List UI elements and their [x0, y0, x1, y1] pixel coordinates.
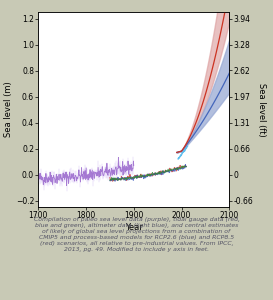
- Y-axis label: Sea level (ft): Sea level (ft): [257, 82, 266, 136]
- X-axis label: Year: Year: [125, 223, 143, 232]
- Y-axis label: Sea level (m): Sea level (m): [4, 82, 13, 137]
- Text: Compilation of paleo sea level data (purple), tidal gauge data (red,
blue and gr: Compilation of paleo sea level data (pur…: [34, 218, 239, 251]
